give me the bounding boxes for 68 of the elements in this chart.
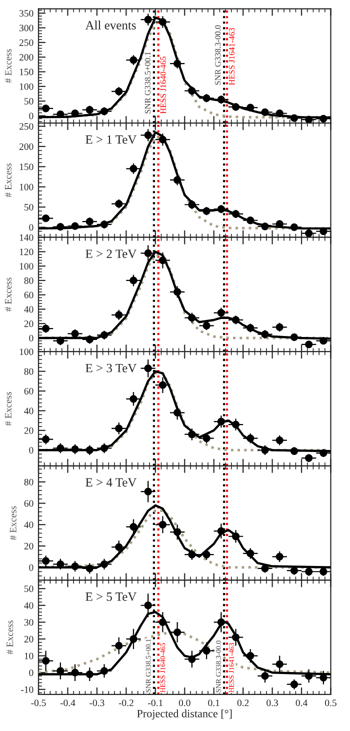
- x-tick-label: 0.1: [208, 700, 220, 706]
- y-axis-title: # Excess: [5, 278, 12, 312]
- y-tick-label: 0: [29, 224, 34, 231]
- x-tick-label: 0.3: [266, 700, 278, 706]
- y-tick-label: 140: [20, 234, 34, 241]
- y-tick-label: 20: [24, 636, 34, 642]
- x-tick-label: 0.0: [178, 700, 190, 706]
- y-tick-label: 100: [20, 348, 34, 356]
- annotation: E > 1 TeV: [86, 135, 137, 144]
- y-tick-label: 30: [24, 619, 34, 626]
- y-axis-title: # Excess: [5, 392, 12, 426]
- x-tick-label: 0.5: [325, 700, 336, 706]
- y-tick-label: 0: [29, 670, 34, 676]
- y-tick-label: 80: [24, 277, 34, 284]
- x-tick-label: 0.2: [237, 700, 249, 706]
- y-tick-label: 300: [20, 24, 34, 32]
- y-tick-label: 80: [24, 478, 34, 486]
- y-tick-label: 100: [20, 184, 34, 190]
- y-tick-label: 50: [24, 585, 34, 592]
- y-tick-label: 0: [29, 447, 34, 454]
- y-axis-title: # Excess: [10, 506, 16, 540]
- y-tick-label: 200: [19, 54, 34, 61]
- y-tick-label: 0: [29, 564, 34, 571]
- y-tick-label: 250: [19, 123, 34, 130]
- y-tick-label: 40: [24, 522, 34, 528]
- y-tick-label: 0: [29, 112, 34, 120]
- y-tick-label: 100: [20, 262, 34, 270]
- y-axis-title: # Excess: [5, 49, 12, 83]
- annotation: All events: [85, 20, 136, 30]
- y-tick-label: 60: [24, 388, 34, 394]
- y-tick-label: 60: [24, 292, 34, 298]
- y-tick-label: 50: [24, 204, 34, 211]
- x-tick-label: 0.4: [296, 700, 308, 706]
- x-tick-label: -0.4: [60, 700, 76, 706]
- y-tick-label: 350: [20, 10, 34, 17]
- ref-line-label: SNR G338.5+00.1: [144, 52, 151, 114]
- x-tick-label: -0.2: [118, 700, 134, 706]
- y-tick-label: 40: [24, 408, 34, 414]
- ref-line-label: HESS J1641-463: [229, 28, 235, 86]
- ref-line-label: HESS J1640-465: [160, 56, 166, 114]
- annotation: E > 2 TeV: [86, 250, 137, 258]
- y-tick-label: 100: [20, 83, 34, 90]
- y-tick-label: 0: [29, 334, 34, 342]
- annotation: E > 4 TeV: [86, 478, 137, 487]
- x-axis-title: Projected distance [°]: [137, 710, 232, 720]
- y-tick-label: 60: [24, 500, 34, 507]
- x-tick-label: -0.3: [90, 700, 104, 706]
- y-tick-label: 150: [20, 164, 34, 170]
- y-axis-title: # Excess: [6, 620, 14, 654]
- y-tick-label: 20: [24, 542, 34, 550]
- y-axis-title: # Excess: [5, 163, 12, 198]
- annotation: E > 3 TeV: [86, 364, 137, 372]
- y-tick-label: 200: [19, 143, 34, 150]
- y-tick-label: 250: [19, 39, 34, 46]
- x-tick-label: -0.1: [148, 700, 163, 706]
- y-tick-label: 10: [24, 652, 34, 660]
- y-tick-label: 50: [24, 98, 34, 105]
- x-tick-label: -0.5: [31, 700, 46, 706]
- y-tick-label: 150: [20, 68, 34, 76]
- y-tick-label: 20: [24, 320, 34, 328]
- y-tick-label: 80: [24, 368, 34, 375]
- y-tick-label: 40: [24, 602, 34, 609]
- y-tick-label: 40: [24, 306, 34, 313]
- y-tick-label: 20: [24, 427, 34, 434]
- y-tick-label: -10: [21, 686, 34, 693]
- annotation: E > 5 TeV: [86, 592, 137, 601]
- y-tick-label: 120: [20, 248, 34, 256]
- ref-line-label: SNR G338.3-00.0: [215, 25, 221, 85]
